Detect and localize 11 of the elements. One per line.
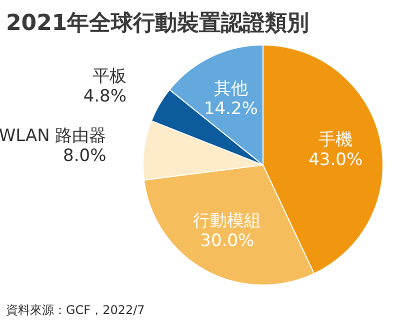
slice-label: 平板 (92, 66, 126, 86)
data-label: 4.8% (83, 86, 126, 106)
data-label: 43.0% (308, 150, 363, 170)
source-note: 資料來源：GCF，2022/7 (6, 303, 145, 317)
slice-label: 手機 (318, 130, 353, 150)
slice-label: 行動模組 (193, 211, 262, 232)
data-label: 14.2% (204, 98, 258, 119)
slice-label: 其他 (214, 78, 248, 99)
data-label: 30.0% (200, 231, 254, 252)
chart-title: 2021年全球行動裝置認證類別 (6, 11, 310, 36)
data-label: 8.0% (63, 146, 106, 166)
